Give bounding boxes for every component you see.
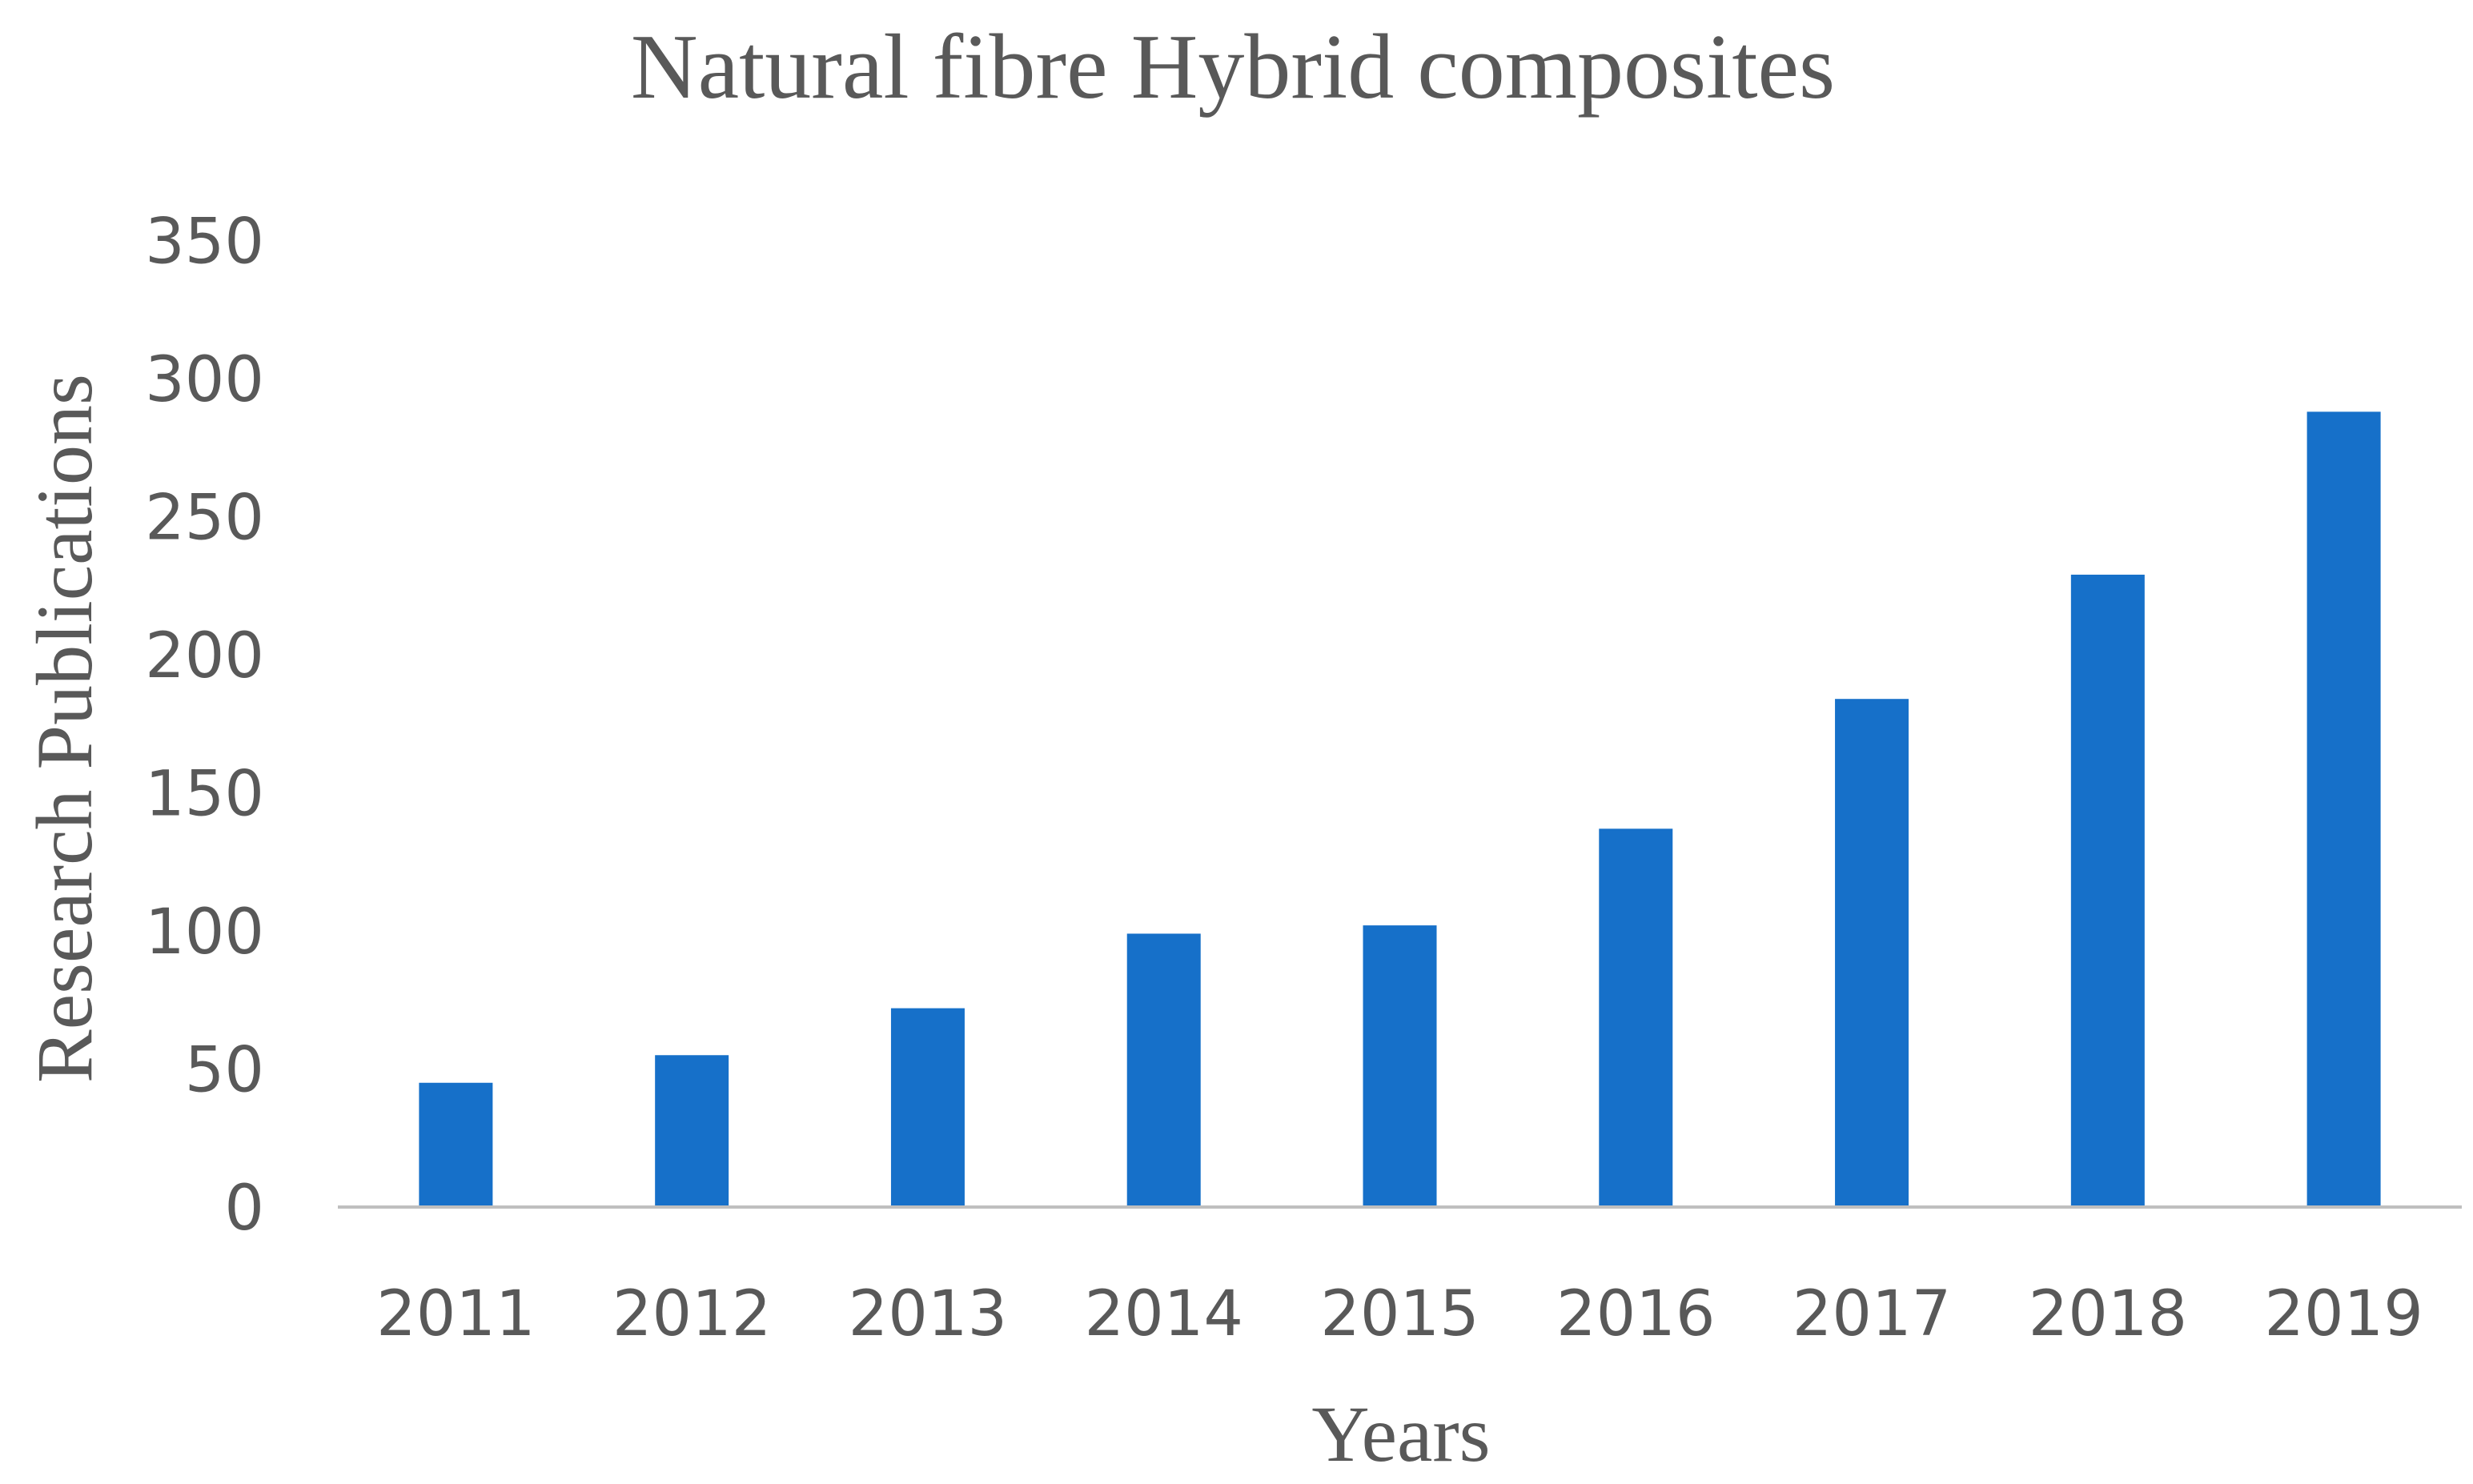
x-tick-label: 2015: [1320, 1278, 1479, 1350]
bar-2018: [2070, 574, 2145, 1207]
x-tick-label: 2014: [1084, 1278, 1243, 1350]
x-tick-label: 2018: [2029, 1278, 2188, 1350]
bar-2015: [1363, 925, 1437, 1207]
bar-2014: [1126, 933, 1201, 1207]
x-tick-label: 2013: [849, 1278, 1008, 1350]
chart-title: Natural fibre Hybrid composites: [631, 16, 1835, 118]
bar-2013: [890, 1008, 965, 1207]
y-tick-label: 200: [145, 620, 264, 692]
bar-2012: [655, 1055, 729, 1207]
x-tick-label: 2017: [1793, 1278, 1952, 1350]
bar-2011: [419, 1082, 493, 1207]
bar-2017: [1835, 699, 1909, 1207]
y-tick-label: 0: [224, 1173, 264, 1245]
y-axis-title: Research Publications: [20, 374, 109, 1083]
y-tick-label: 350: [145, 207, 264, 279]
x-tick-label: 2011: [376, 1278, 536, 1350]
bar-2019: [2306, 411, 2381, 1207]
x-axis-title: Years: [1311, 1390, 1490, 1478]
bar-2016: [1599, 828, 1673, 1207]
y-tick-label: 150: [145, 759, 264, 831]
x-axis-ticks: 2011 2012 2013 2014 2015 2016 2017 2018 2019: [376, 1278, 2423, 1350]
y-tick-label: 100: [145, 896, 264, 969]
x-tick-label: 2016: [1556, 1278, 1716, 1350]
y-axis-ticks: 0 50 100 150 200 250 300 350: [145, 207, 264, 1245]
bars-group: [419, 411, 2381, 1207]
y-tick-label: 300: [145, 344, 264, 416]
x-tick-label: 2019: [2264, 1278, 2423, 1350]
y-tick-label: 50: [185, 1035, 264, 1107]
x-tick-label: 2012: [612, 1278, 772, 1350]
y-tick-label: 250: [145, 483, 264, 555]
